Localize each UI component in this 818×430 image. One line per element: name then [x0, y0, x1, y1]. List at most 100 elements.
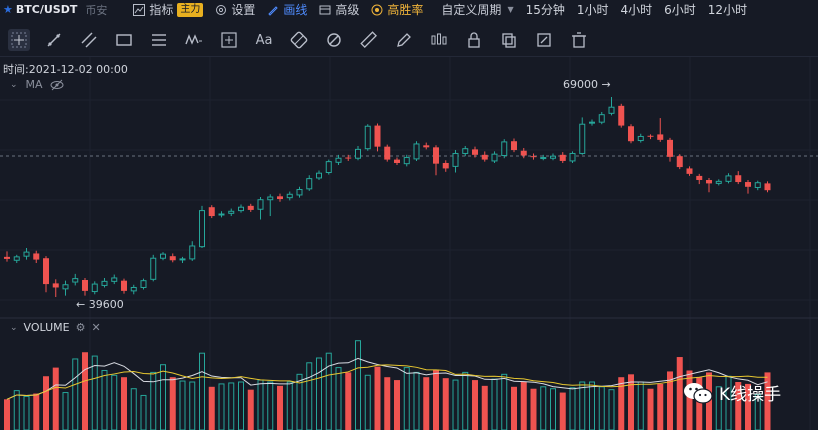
- collapse-chevron-icon[interactable]: ⌄: [10, 79, 18, 90]
- candle: [403, 154, 410, 167]
- settings-button[interactable]: 设置: [215, 1, 255, 18]
- advanced-label: 高级: [335, 3, 360, 17]
- crosshair-icon: [11, 32, 27, 48]
- pencil-tool[interactable]: [393, 29, 415, 51]
- volume-bar: [13, 390, 20, 430]
- text-tool[interactable]: Aa: [253, 29, 275, 51]
- volume-bar: [335, 367, 342, 430]
- copy-icon: [502, 33, 516, 48]
- candle: [715, 179, 722, 186]
- candle: [423, 142, 430, 150]
- ma-indicator-label[interactable]: ⌄ MA: [10, 78, 64, 91]
- volume-bar: [355, 340, 361, 430]
- gear-icon[interactable]: ⚙: [75, 321, 86, 334]
- winrate-button[interactable]: 高胜率: [371, 1, 423, 18]
- volume-bar: [277, 385, 283, 430]
- copy-tool[interactable]: [498, 29, 520, 51]
- volume-bar: [218, 383, 225, 430]
- candles-tool[interactable]: [428, 29, 450, 51]
- candle: [91, 281, 98, 295]
- volume-pane-header: ⌄ VOLUME ⚙ ✕: [10, 321, 101, 334]
- ruler-tool[interactable]: [358, 29, 380, 51]
- draw-line-button[interactable]: 画线: [267, 1, 307, 18]
- advanced-button[interactable]: 高级: [319, 1, 359, 18]
- favorite-star-icon[interactable]: ★: [3, 3, 13, 16]
- edit-tool[interactable]: [533, 29, 555, 51]
- edit-icon: [537, 33, 551, 47]
- trash-icon: [572, 32, 586, 48]
- lock-icon: [468, 32, 480, 48]
- measure-tool[interactable]: [218, 29, 240, 51]
- candle: [394, 157, 400, 166]
- candle: [286, 191, 293, 201]
- candle: [121, 278, 127, 294]
- candle: [559, 152, 566, 163]
- volume-bar: [228, 382, 235, 430]
- volume-bar: [62, 392, 69, 430]
- volume-bar: [82, 352, 88, 430]
- candle: [608, 97, 615, 116]
- candle: [179, 256, 186, 263]
- volume-bar: [296, 373, 303, 430]
- lock-tool[interactable]: [463, 29, 485, 51]
- gear-icon: [216, 4, 227, 15]
- volume-bar: [208, 386, 215, 430]
- candle: [13, 254, 20, 263]
- volume-bar: [257, 379, 264, 430]
- volume-bar: [130, 388, 137, 430]
- candle: [462, 145, 469, 157]
- candle: [4, 251, 10, 262]
- timeframe-1h[interactable]: 1小时: [576, 3, 609, 17]
- rectangle-tool[interactable]: [113, 29, 135, 51]
- volume-bar: [43, 376, 49, 430]
- ruler-icon: [360, 31, 377, 48]
- timeframe-4h[interactable]: 4小时: [620, 3, 653, 17]
- eye-hidden-icon[interactable]: [50, 79, 64, 91]
- candle: [296, 186, 303, 198]
- collapse-chevron-icon[interactable]: ⌄: [10, 322, 18, 333]
- trend-line-tool[interactable]: [43, 29, 65, 51]
- top-header-bar: ★ BTC/USDT 币安 指标 主力 设置 画线 高级 高胜率 自定义周期 ▼…: [0, 0, 818, 19]
- wechat-logo: [684, 382, 713, 404]
- timeframe-6h[interactable]: 6小时: [664, 3, 696, 17]
- volume-bar: [403, 367, 410, 430]
- symbol-selector[interactable]: ★ BTC/USDT 币安: [0, 2, 107, 18]
- eraser-tool[interactable]: [288, 29, 310, 51]
- coin-icon: [371, 4, 383, 15]
- candle: [433, 145, 439, 176]
- close-icon[interactable]: ✕: [91, 321, 101, 334]
- indicators-button[interactable]: 指标 主力: [133, 1, 204, 18]
- volume-bar: [286, 381, 293, 430]
- volume-bar: [618, 377, 625, 430]
- volume-bar: [325, 352, 332, 430]
- fib-levels-tool[interactable]: [148, 29, 170, 51]
- volume-bar: [374, 366, 381, 430]
- volume-bar: [686, 370, 693, 430]
- volume-bar: [637, 381, 644, 430]
- exchange-label: 币安: [85, 3, 108, 17]
- candles: [4, 97, 771, 297]
- candle: [62, 280, 69, 296]
- volume-bar: [179, 380, 186, 430]
- parallel-channel-tool[interactable]: [78, 29, 100, 51]
- volume-bar: [52, 367, 59, 430]
- timeframe-15m[interactable]: 15分钟: [525, 3, 565, 17]
- custom-period-dropdown[interactable]: 自定义周期 ▼: [441, 1, 513, 18]
- drawing-toolbar: Aa: [0, 26, 818, 54]
- volume-bar: [72, 358, 79, 430]
- candle: [111, 274, 118, 285]
- timeframe-12h[interactable]: 12小时: [707, 3, 748, 17]
- candle: [667, 137, 673, 162]
- wave-tool[interactable]: [183, 29, 205, 51]
- candle: [228, 208, 235, 217]
- volume-bar: [267, 381, 274, 430]
- magnet-tool[interactable]: [323, 29, 345, 51]
- candle: [82, 277, 88, 296]
- candle: [647, 134, 654, 140]
- crosshair-tool[interactable]: [8, 29, 30, 51]
- trash-tool[interactable]: [568, 29, 590, 51]
- candle: [735, 171, 742, 185]
- volume-bar: [569, 387, 576, 430]
- watermark: K线操手: [683, 380, 781, 405]
